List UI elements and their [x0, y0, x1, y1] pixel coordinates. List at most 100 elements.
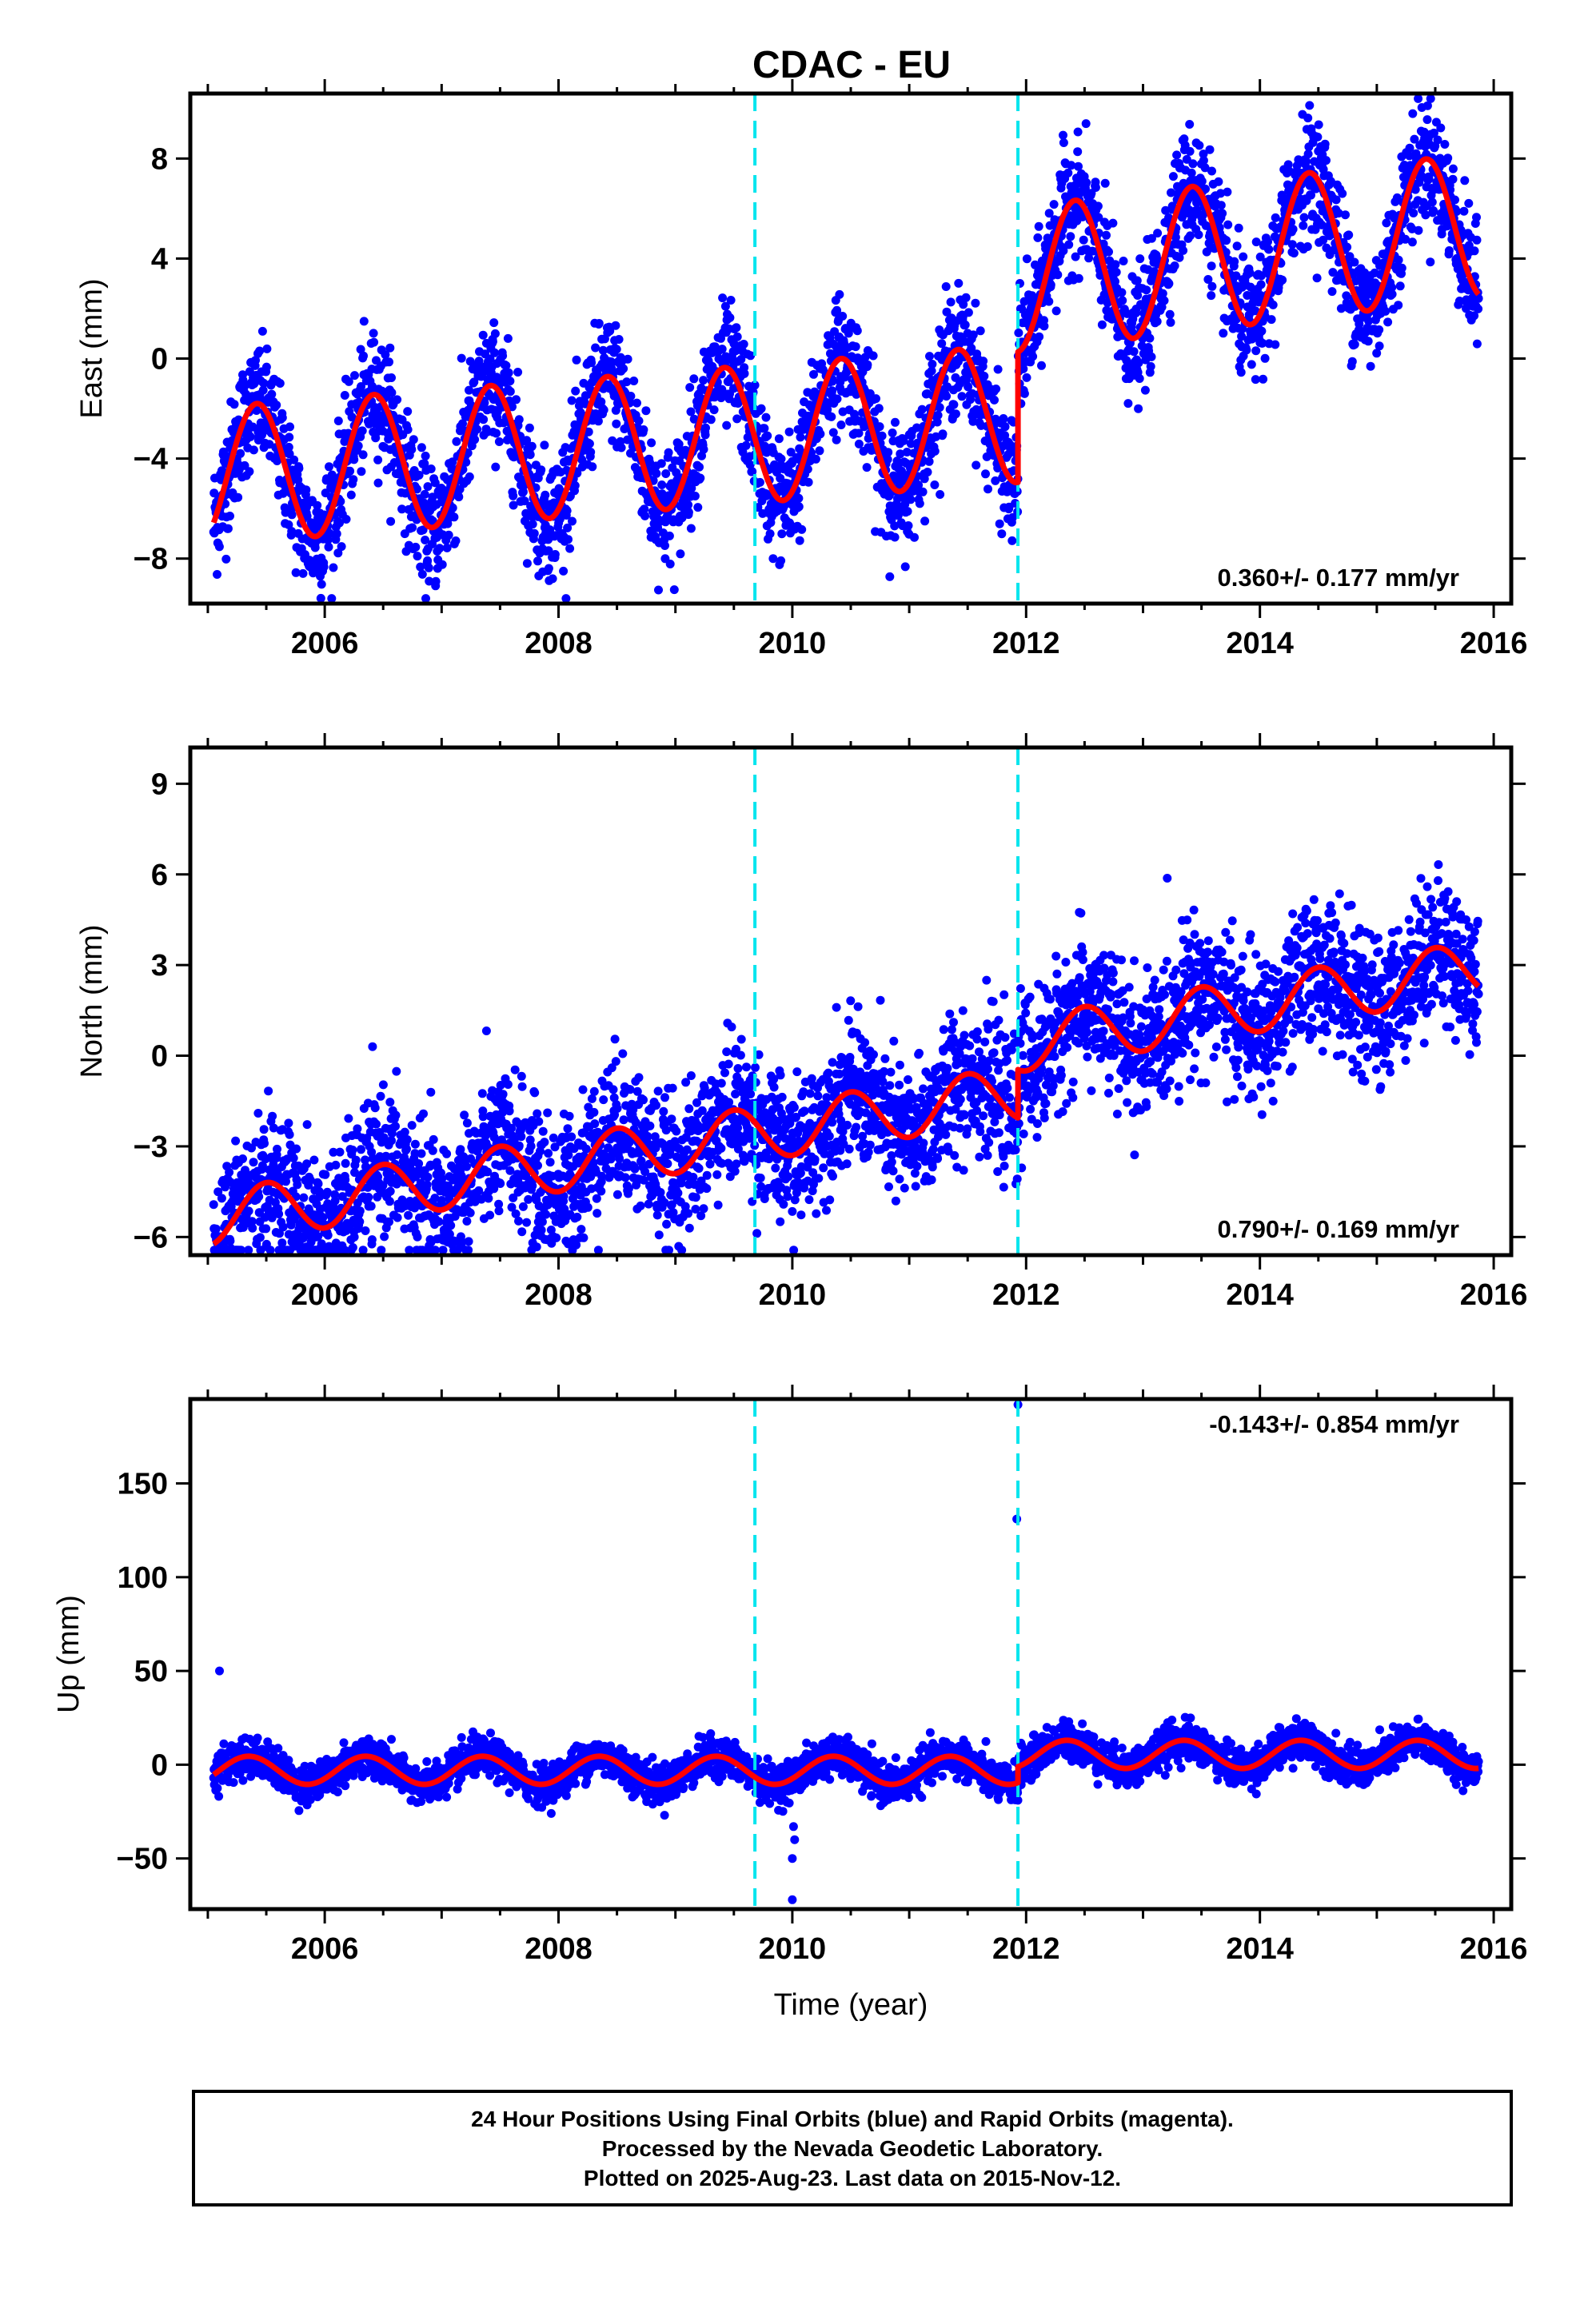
east-point [1130, 347, 1139, 356]
east-point [387, 373, 396, 382]
east-point [1141, 386, 1150, 395]
north-point [519, 1202, 528, 1211]
east-point [835, 290, 844, 299]
north-point [515, 1142, 524, 1150]
north-point [368, 1042, 377, 1051]
chart-title: CDAC - EU [752, 44, 951, 86]
east-point [732, 414, 741, 423]
east-point [626, 392, 635, 401]
east-point [1428, 197, 1437, 206]
north-point [361, 1226, 370, 1235]
east-point [403, 407, 412, 416]
east-point [262, 363, 271, 372]
east-point [595, 319, 604, 328]
east-point [278, 413, 287, 422]
east-y-tick-label: 4 [151, 242, 168, 276]
north-point [462, 1217, 471, 1226]
east-point [1145, 334, 1154, 343]
east-point [1195, 141, 1203, 149]
north-point [411, 1140, 420, 1149]
east-point [1079, 236, 1088, 245]
east-point [565, 544, 574, 553]
east-point [1242, 345, 1251, 354]
east-point [213, 570, 221, 579]
east-point [891, 418, 900, 427]
north-point [303, 1120, 312, 1129]
east-point [1425, 175, 1434, 184]
north-point [429, 1146, 437, 1155]
east-point [1436, 124, 1445, 133]
east-point [386, 517, 395, 526]
east-point [700, 445, 708, 454]
east-point [1073, 147, 1082, 156]
east-point [498, 352, 507, 361]
east-point [421, 452, 430, 460]
north-point [268, 1112, 277, 1121]
east-y-tick-label: 0 [151, 343, 168, 377]
east-point [333, 529, 341, 538]
east-point [325, 462, 333, 471]
east-point [491, 329, 500, 338]
east-point [701, 424, 710, 433]
north-point [368, 1235, 377, 1244]
north-point [408, 1121, 417, 1130]
east-point [1247, 360, 1256, 369]
east-point [1303, 242, 1312, 251]
east-point [924, 468, 932, 476]
east-point [1313, 133, 1322, 142]
east-point [1408, 110, 1417, 118]
north-point [274, 1210, 283, 1218]
north-point [419, 1110, 428, 1118]
north-point [336, 1148, 345, 1157]
east-point [640, 512, 649, 520]
east-point [1117, 288, 1126, 297]
east-point [445, 531, 453, 540]
east-point [1001, 422, 1010, 431]
east-point [1101, 179, 1110, 188]
east-point [1044, 297, 1053, 306]
north-point [584, 1203, 593, 1212]
east-point [452, 437, 461, 446]
north-point [256, 1233, 265, 1242]
east-point [1341, 210, 1350, 219]
east-point [255, 347, 264, 356]
north-point [485, 1211, 494, 1220]
east-point [1429, 206, 1438, 215]
east-point [762, 413, 771, 422]
east-point [385, 344, 394, 353]
east-point [540, 440, 549, 449]
east-point [776, 556, 785, 565]
north-point [367, 1202, 376, 1210]
north-point [324, 1231, 333, 1240]
east-point [349, 455, 358, 464]
east-point [816, 429, 824, 438]
east-point [285, 433, 293, 441]
east-point [236, 449, 245, 458]
north-point [371, 1103, 380, 1112]
east-point [863, 361, 872, 369]
east-point [564, 535, 573, 544]
north-point [597, 1172, 606, 1181]
east-point [612, 420, 620, 429]
east-point [632, 399, 641, 408]
east-point [221, 555, 230, 564]
east-point [684, 500, 692, 509]
east-point [832, 436, 841, 444]
north-point [504, 1080, 513, 1089]
east-point [853, 326, 862, 335]
east-point [1332, 196, 1341, 205]
east-point [350, 371, 359, 380]
east-point [699, 376, 708, 385]
east-point [733, 333, 742, 341]
north-point [534, 1117, 543, 1126]
east-point [812, 455, 820, 464]
east-point [641, 406, 650, 415]
east-point [1007, 536, 1016, 545]
east-point [1219, 329, 1227, 337]
north-point [248, 1224, 257, 1233]
east-point [320, 563, 329, 572]
north-point [314, 1179, 323, 1188]
east-point [571, 387, 580, 396]
east-point [710, 405, 719, 414]
east-point [1474, 294, 1483, 303]
